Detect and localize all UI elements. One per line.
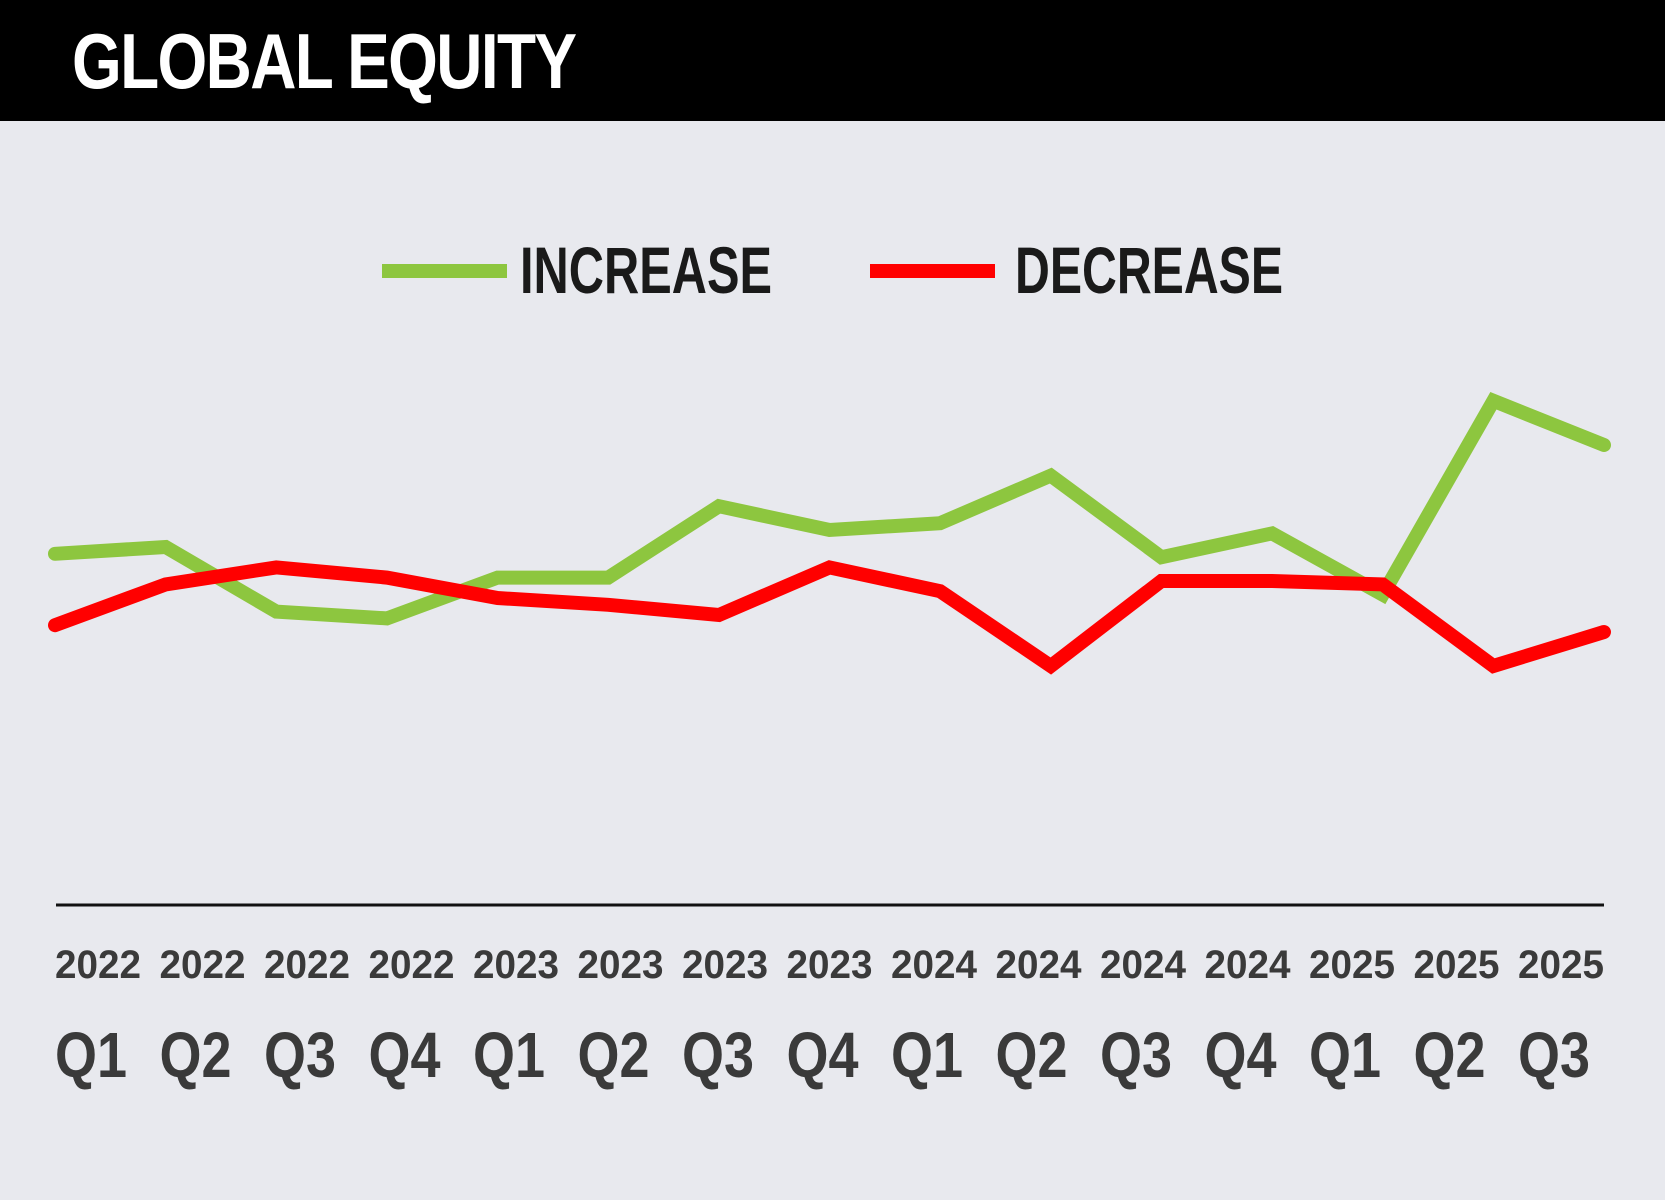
tick-label-year: 2025 <box>1414 943 1500 987</box>
tick-label-year: 2023 <box>787 943 873 987</box>
title-bar: GLOBAL EQUITY <box>0 0 1665 121</box>
data-point-decrease <box>1271 580 1273 582</box>
legend-label-increase: INCREASE <box>520 233 772 307</box>
tick-label-quarter: Q2 <box>160 1019 232 1091</box>
data-point-decrease <box>1050 665 1052 667</box>
tick-label-year: 2023 <box>473 943 559 987</box>
tick-label-quarter: Q1 <box>1309 1019 1381 1091</box>
data-point-decrease <box>829 566 830 568</box>
data-point-increase <box>1160 556 1162 558</box>
data-point-decrease <box>718 614 720 616</box>
data-point-increase <box>1382 594 1384 596</box>
tick-label-quarter: Q3 <box>1100 1019 1172 1091</box>
data-point-decrease <box>165 583 167 585</box>
tick-label-year: 2025 <box>1518 943 1604 987</box>
data-point-increase <box>386 617 388 619</box>
data-point-increase <box>829 529 830 531</box>
data-point-increase <box>1271 532 1273 534</box>
data-point-decrease <box>497 597 499 599</box>
tick-label-quarter: Q3 <box>682 1019 754 1091</box>
tick-label-year: 2024 <box>1100 943 1187 987</box>
data-point-decrease <box>1160 580 1162 582</box>
tick-label-quarter: Q3 <box>264 1019 336 1091</box>
data-point-increase <box>939 522 941 524</box>
tick-label-quarter: Q4 <box>787 1019 859 1091</box>
data-point-decrease <box>939 590 941 592</box>
data-point-increase <box>165 546 167 548</box>
tick-label-year: 2024 <box>1205 943 1292 987</box>
data-point-increase <box>54 553 56 555</box>
tick-label-quarter: Q4 <box>369 1019 441 1091</box>
tick-label-quarter: Q2 <box>996 1019 1068 1091</box>
data-point-decrease <box>607 604 609 606</box>
data-point-increase <box>718 505 720 507</box>
tick-label-year: 2022 <box>369 943 455 987</box>
tick-label-quarter: Q1 <box>891 1019 963 1091</box>
tick-label-year: 2022 <box>55 943 141 987</box>
chart-title: GLOBAL EQUITY <box>72 17 577 105</box>
tick-label-year: 2022 <box>160 943 246 987</box>
data-point-increase <box>275 611 277 613</box>
data-point-increase <box>1050 475 1052 477</box>
tick-label-quarter: Q2 <box>578 1019 650 1091</box>
legend-label-decrease: DECREASE <box>1015 233 1283 307</box>
data-point-increase <box>1492 400 1494 402</box>
data-point-decrease <box>1603 631 1605 633</box>
data-point-decrease <box>275 566 277 568</box>
tick-label-year: 2023 <box>682 943 768 987</box>
tick-label-quarter: Q1 <box>55 1019 127 1091</box>
data-point-decrease <box>386 577 388 579</box>
tick-label-quarter: Q2 <box>1414 1019 1486 1091</box>
data-point-decrease <box>1382 583 1384 585</box>
tick-label-quarter: Q3 <box>1518 1019 1590 1091</box>
tick-label-year: 2022 <box>264 943 350 987</box>
data-point-decrease <box>54 624 56 626</box>
tick-label-year: 2024 <box>996 943 1083 987</box>
data-point-increase <box>497 577 499 579</box>
tick-label-year: 2023 <box>578 943 664 987</box>
data-point-increase <box>1603 444 1605 446</box>
data-point-decrease <box>1492 665 1494 667</box>
tick-label-year: 2024 <box>891 943 978 987</box>
data-point-increase <box>607 577 609 579</box>
legend: INCREASE DECREASE <box>382 233 1283 307</box>
plot-area <box>48 392 1611 675</box>
tick-label-quarter: Q4 <box>1205 1019 1277 1091</box>
tick-label-year: 2025 <box>1309 943 1395 987</box>
tick-label-quarter: Q1 <box>473 1019 545 1091</box>
x-axis-ticks: 2022 Q1 2022 Q2 2022 Q3 2022 Q4 2023 Q1 2023 Q2 2023… <box>55 943 1604 1091</box>
